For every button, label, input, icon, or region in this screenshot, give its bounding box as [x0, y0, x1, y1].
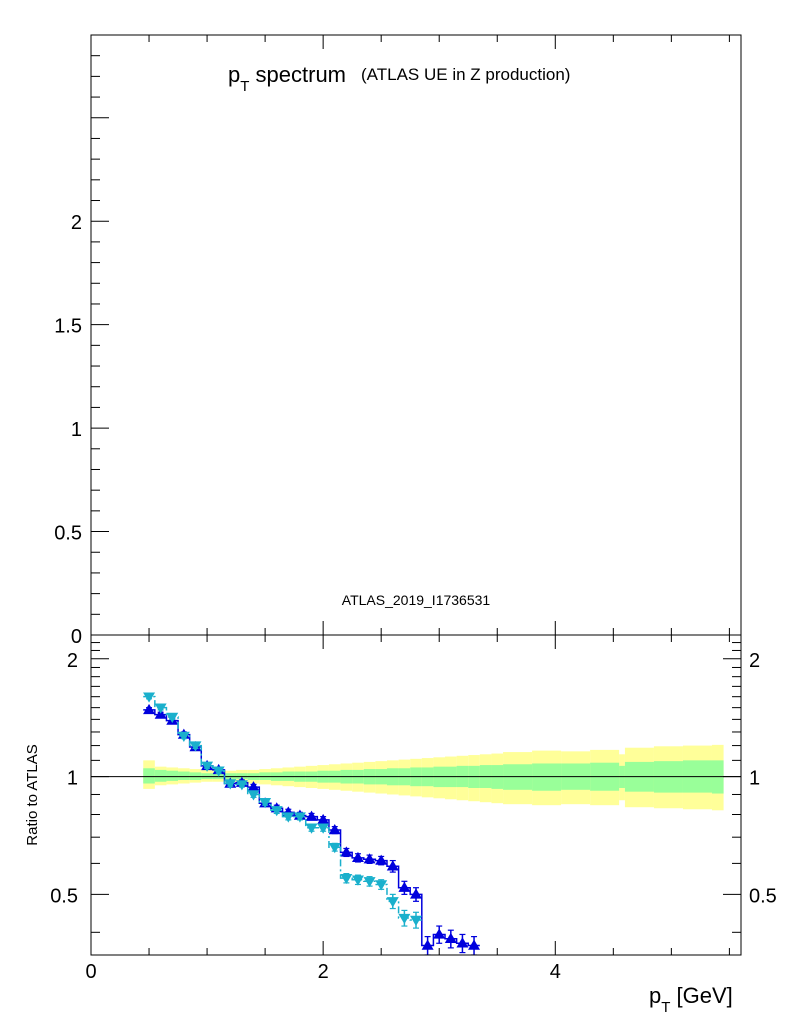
inner-band-bin — [178, 771, 190, 780]
y-tick-label: 0 — [71, 626, 82, 648]
data-point-marker — [247, 781, 260, 792]
ratio-y-tick-label-right: 1 — [749, 768, 760, 790]
y-tick-label: 0.5 — [54, 523, 82, 545]
x-tick-label: 0 — [85, 961, 96, 983]
main-title-subscript: T — [240, 78, 249, 95]
x-tick-label: 4 — [550, 961, 561, 983]
ratio-y-tick-label-right: 2 — [749, 650, 760, 672]
data-point-marker — [375, 854, 388, 865]
data-point-marker — [456, 937, 469, 948]
ratio-y-tick-label-left: 1 — [67, 768, 78, 790]
inner-band-bin — [154, 769, 167, 782]
data-point-marker — [340, 846, 353, 857]
data-point-marker — [363, 877, 376, 888]
data-point-marker — [328, 842, 341, 854]
data-point-marker — [363, 853, 376, 864]
data-point-marker — [328, 824, 341, 835]
data-point-marker — [235, 780, 248, 791]
data-point-marker — [421, 939, 434, 950]
data-point-marker — [386, 860, 399, 871]
data-point-marker — [444, 932, 457, 944]
ratio-axis-label: Ratio to ATLAS — [24, 744, 41, 845]
data-point-marker — [398, 913, 411, 925]
data-point-marker — [410, 915, 422, 927]
main-panel-y-tick-labels: 0 0.5 1 1.5 2 — [54, 212, 82, 648]
data-point-marker — [166, 712, 179, 723]
ratio-panel-ticks — [90, 634, 741, 955]
ratio-series-2 — [143, 692, 422, 929]
data-point-marker — [351, 875, 364, 886]
analysis-annotation: ATLAS_2019_I1736531 — [342, 592, 491, 608]
y-tick-label: 1 — [71, 419, 82, 441]
data-point-marker — [224, 779, 237, 790]
data-point-marker — [259, 798, 272, 809]
ratio-series — [143, 692, 481, 955]
inner-band-bin — [166, 770, 179, 781]
inner-band-bin — [143, 768, 155, 784]
data-point-marker — [189, 741, 202, 752]
ratio-panel: 0.5 0.5 1 1 2 2 0 2 4 Ratio to ATLAS pT [GeV] — [24, 634, 777, 1016]
main-title-p: p — [228, 62, 240, 87]
ratio-y-tick-label-left: 0.5 — [50, 885, 78, 907]
data-point-marker — [305, 810, 318, 821]
data-point-marker — [340, 873, 353, 885]
x-axis-label-subscript: T — [661, 999, 670, 1016]
data-point-marker — [410, 888, 422, 899]
main-title: pT spectrum — [228, 62, 346, 95]
data-point-marker — [317, 813, 330, 825]
data-point-marker — [270, 806, 283, 817]
x-axis-label-rest: [GeV] — [670, 983, 732, 1008]
data-point-marker — [154, 703, 167, 714]
ratio-panel-frame — [90, 634, 742, 956]
data-point-marker — [433, 928, 446, 939]
data-point-marker — [212, 766, 225, 777]
main-panel: 0 0.5 1 1.5 2 pT spectrum (ATLAS UE in Z pro… — [54, 34, 742, 648]
x-axis-label-p: p — [649, 983, 661, 1008]
x-tick-label: 2 — [318, 961, 329, 983]
ratio-y-tick-label-left: 2 — [67, 650, 78, 672]
main-panel-ticks — [90, 34, 730, 636]
ratio-panel-tick-labels: 0.5 0.5 1 1 2 2 0 2 4 — [50, 650, 777, 983]
data-point-marker — [154, 708, 167, 719]
data-point-marker — [247, 790, 260, 801]
data-point-marker — [398, 881, 411, 892]
x-axis-label: pT [GeV] — [649, 983, 733, 1016]
data-point-marker — [468, 939, 481, 950]
data-point-marker — [317, 823, 330, 834]
main-panel-frame — [90, 34, 742, 636]
data-point-marker — [293, 812, 306, 823]
data-point-marker — [386, 897, 399, 908]
data-point-marker — [143, 692, 156, 703]
y-tick-label: 2 — [71, 212, 82, 234]
data-point-marker — [201, 761, 214, 772]
data-point-marker — [143, 703, 156, 715]
data-point-marker — [305, 823, 318, 834]
main-title-note: (ATLAS UE in Z production) — [361, 65, 570, 84]
series-line — [143, 695, 422, 921]
data-point-marker — [375, 880, 388, 891]
ratio-y-tick-label-right: 0.5 — [749, 885, 777, 907]
data-point-marker — [177, 731, 190, 742]
main-title-rest: spectrum — [249, 62, 346, 87]
inner-band-bin — [532, 763, 562, 791]
y-tick-label: 1.5 — [54, 316, 82, 338]
data-point-marker — [282, 812, 295, 823]
data-point-marker — [351, 851, 364, 863]
